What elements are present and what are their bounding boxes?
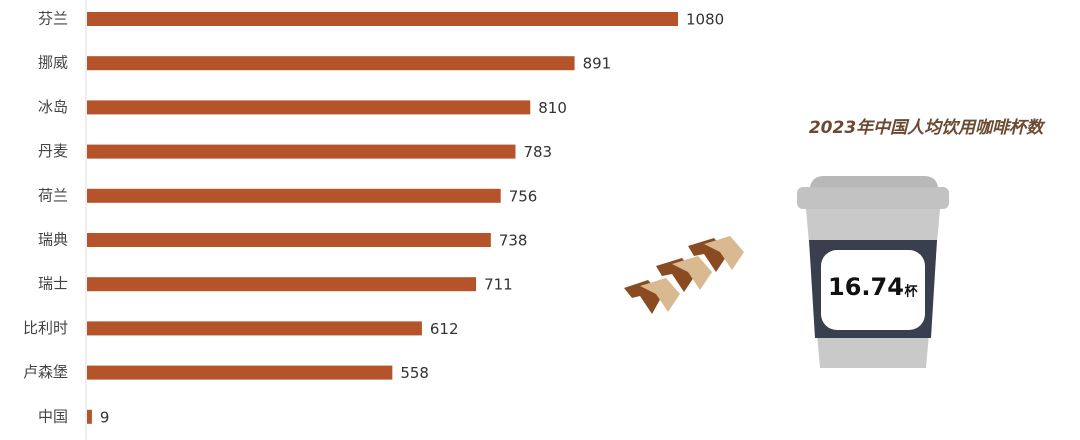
value-label: 810 bbox=[538, 99, 567, 117]
value-label: 711 bbox=[484, 276, 513, 294]
category-label: 瑞典 bbox=[38, 231, 68, 249]
bar bbox=[87, 144, 516, 159]
value-label: 783 bbox=[523, 143, 552, 161]
callout-title: 2023年中国人均饮用咖啡杯数 bbox=[809, 118, 1046, 138]
category-label: 瑞士 bbox=[38, 275, 68, 293]
value-label: 558 bbox=[400, 364, 429, 382]
value-label: 1080 bbox=[686, 11, 724, 29]
category-label: 荷兰 bbox=[38, 186, 68, 204]
bar bbox=[87, 188, 501, 203]
bar bbox=[87, 56, 575, 71]
category-label: 中国 bbox=[38, 407, 68, 425]
callout-value: 16.74 bbox=[828, 273, 904, 301]
value-label: 738 bbox=[499, 232, 528, 250]
value-label: 612 bbox=[430, 320, 459, 338]
coffee-cup bbox=[797, 176, 949, 368]
category-label: 卢森堡 bbox=[23, 363, 68, 381]
category-label: 丹麦 bbox=[38, 142, 68, 160]
value-label: 891 bbox=[583, 55, 612, 73]
value-label: 756 bbox=[509, 187, 538, 205]
bar bbox=[87, 100, 531, 115]
category-label: 挪威 bbox=[38, 54, 68, 72]
bar bbox=[87, 233, 491, 247]
bar bbox=[87, 365, 393, 380]
bar bbox=[87, 409, 92, 424]
category-label: 比利时 bbox=[23, 319, 68, 337]
category-label: 芬兰 bbox=[38, 10, 68, 28]
bar bbox=[87, 277, 477, 292]
value-label: 9 bbox=[100, 408, 110, 426]
bar bbox=[87, 12, 678, 26]
chevrons bbox=[624, 236, 744, 314]
bar bbox=[87, 321, 422, 336]
category-label: 冰岛 bbox=[38, 98, 68, 116]
callout-unit: 杯 bbox=[904, 284, 918, 300]
